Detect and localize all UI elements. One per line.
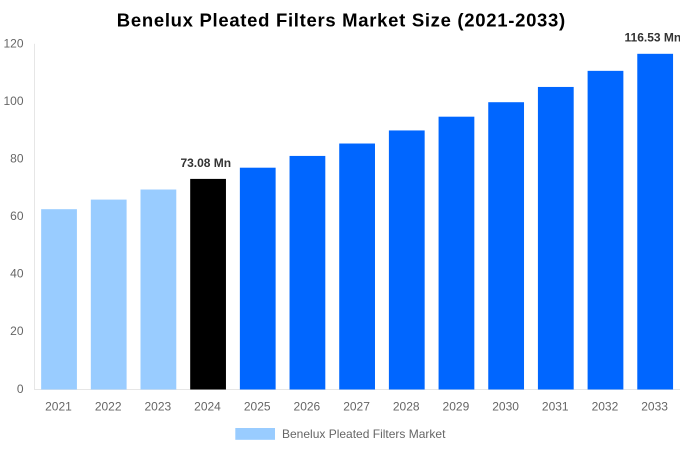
svg-text:2026: 2026 <box>294 399 321 413</box>
svg-text:2029: 2029 <box>443 399 470 413</box>
svg-text:2027: 2027 <box>343 399 370 413</box>
svg-text:100: 100 <box>3 94 23 108</box>
svg-text:40: 40 <box>10 267 24 281</box>
svg-text:2030: 2030 <box>492 399 519 413</box>
svg-text:73.08 Mn: 73.08 Mn <box>180 156 231 170</box>
svg-text:2022: 2022 <box>95 399 122 413</box>
svg-text:2023: 2023 <box>144 399 171 413</box>
svg-text:2031: 2031 <box>542 399 569 413</box>
svg-text:2021: 2021 <box>45 399 72 413</box>
svg-text:116.53 Mn: 116.53 Mn <box>625 30 680 44</box>
svg-text:2033: 2033 <box>641 399 668 413</box>
svg-text:20: 20 <box>10 324 24 338</box>
svg-text:120: 120 <box>3 36 23 50</box>
svg-text:0: 0 <box>17 382 24 396</box>
svg-text:80: 80 <box>10 151 24 165</box>
svg-text:60: 60 <box>10 209 24 223</box>
svg-text:Benelux Pleated Filters Market: Benelux Pleated Filters Market Size (202… <box>117 9 565 30</box>
svg-text:2032: 2032 <box>592 399 619 413</box>
svg-text:2025: 2025 <box>244 399 271 413</box>
svg-text:2028: 2028 <box>393 399 420 413</box>
svg-text:Benelux Pleated Filters Market: Benelux Pleated Filters Market <box>282 427 446 441</box>
svg-text:2024: 2024 <box>194 399 221 413</box>
